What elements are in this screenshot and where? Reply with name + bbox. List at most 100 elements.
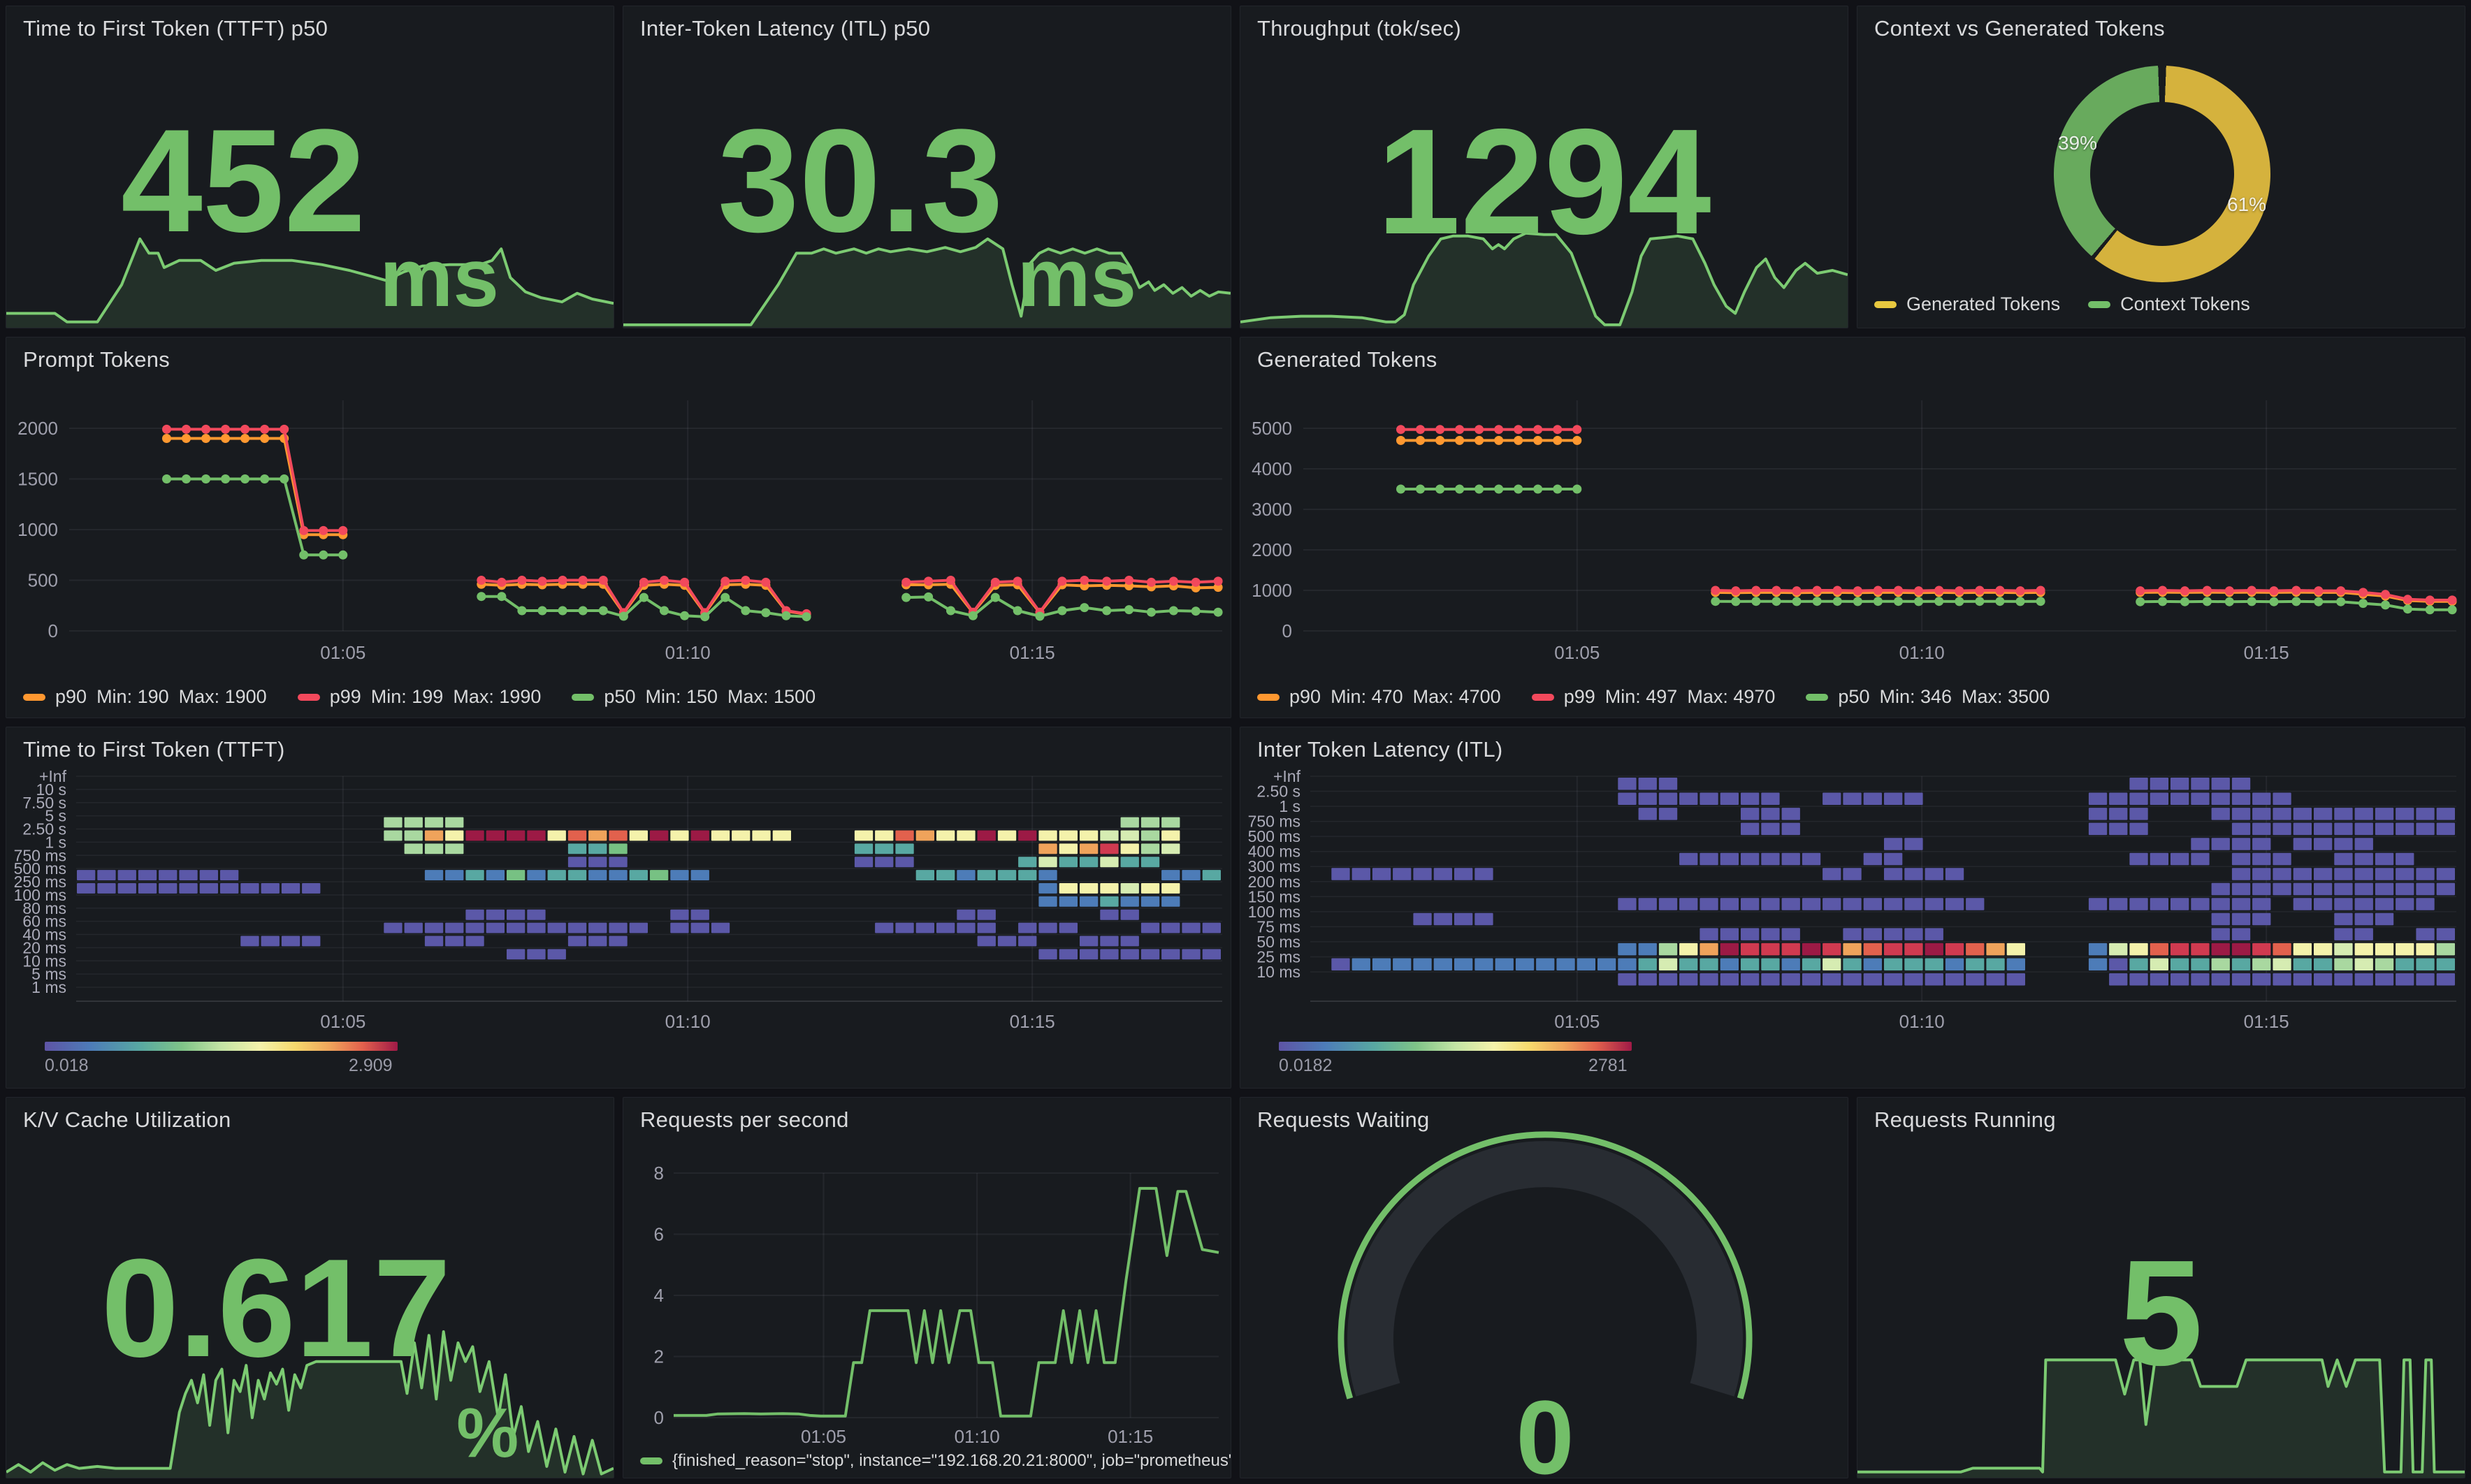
heatmap-cell: [1100, 936, 1119, 947]
heatmap-cell: [670, 870, 689, 880]
panel-title[interactable]: Time to First Token (TTFT): [23, 737, 285, 762]
heatmap-cell: [1925, 973, 1943, 986]
series-point-p99: [1711, 585, 1720, 595]
heatmap-cell: [1863, 852, 1882, 866]
y-axis-label: 4: [654, 1285, 664, 1306]
heatmap-cell: [2436, 808, 2455, 820]
heatmap-cell: [1658, 898, 1678, 910]
heatmap-cell: [527, 830, 546, 841]
heatmap-cell: [1658, 808, 1678, 820]
colorbar-min: 0.018: [45, 1056, 89, 1075]
panel-title[interactable]: Requests Running: [1874, 1107, 2056, 1132]
legend-series-name: p50: [1838, 686, 1870, 707]
legend-item-p50[interactable]: p50 Min: 346 Max: 3500: [1806, 686, 2050, 708]
panel-title[interactable]: Prompt Tokens: [23, 347, 171, 372]
panel-throughput: Throughput (tok/sec) 1294: [1240, 6, 1848, 328]
heatmap-cell: [1700, 928, 1718, 940]
legend-item-p50[interactable]: p50 Min: 150 Max: 1500: [572, 686, 816, 708]
legend-item-p99[interactable]: p99 Min: 497 Max: 4970: [1531, 686, 1775, 708]
heatmap-cell: [2314, 808, 2333, 820]
heatmap-cell: [2252, 868, 2271, 880]
series-point-p90: [201, 434, 211, 443]
legend-item-context-tokens[interactable]: Context Tokens: [2088, 293, 2250, 315]
heatmap-cell: [2334, 912, 2353, 926]
series-point-p99: [2036, 585, 2045, 595]
heatmap-cell: [1843, 973, 1862, 986]
heatmap-cell: [1823, 973, 1841, 986]
heatmap-cell: [2109, 958, 2128, 970]
heatmap-cell: [2293, 882, 2312, 896]
panel-title[interactable]: Throughput (tok/sec): [1257, 16, 1462, 41]
heatmap-cell: [1161, 883, 1180, 894]
series-point-p99: [1533, 425, 1543, 435]
panel-title[interactable]: Inter Token Latency (ITL): [1257, 737, 1503, 762]
heatmap-cell: [445, 922, 464, 933]
heatmap-cell: [2314, 882, 2333, 896]
heatmap-cell: [875, 857, 894, 868]
series-point-p99: [517, 576, 527, 585]
heatmap-cell: [1515, 958, 1535, 970]
heatmap-cell: [1182, 922, 1201, 933]
series-point-p99: [1894, 585, 1903, 595]
legend-item-series[interactable]: {finished_reason="stop", instance="192.1…: [640, 1451, 1231, 1471]
heatmap-cell: [1945, 943, 1964, 956]
gauge-arc-body: [1347, 1141, 1743, 1397]
series-point-p50: [517, 606, 527, 616]
series-point-p99: [2291, 585, 2301, 595]
legend-item-generated-tokens[interactable]: Generated Tokens: [1874, 293, 2060, 315]
heatmap-cell: [2191, 943, 2210, 956]
panel-title[interactable]: Inter-Token Latency (ITL) p50: [640, 16, 931, 41]
legend-item-p90[interactable]: p90 Min: 190 Max: 1900: [23, 686, 267, 708]
heatmap-cell: [1120, 857, 1139, 868]
heatmap-cell: [1904, 928, 1923, 940]
heatmap-cell: [609, 870, 628, 880]
stat-value-wrap: 0.617 %: [6, 1098, 614, 1478]
y-bucket-label: 1 s: [45, 833, 66, 851]
series-point-p50: [1102, 606, 1112, 616]
heatmap-cell: [2334, 808, 2353, 820]
heatmap-cell: [2436, 958, 2455, 970]
heatmap-cell: [2191, 778, 2210, 790]
series-point-p50: [660, 606, 669, 616]
series-point-p50: [1124, 605, 1134, 615]
panel-title[interactable]: K/V Cache Utilization: [23, 1107, 231, 1132]
heatmap-cell: [1413, 912, 1432, 926]
heatmap-cell: [650, 830, 669, 841]
series-point-p50: [2358, 599, 2368, 609]
panel-title[interactable]: Time to First Token (TTFT) p50: [23, 16, 328, 41]
series-point-p50: [338, 550, 348, 560]
heatmap-cell: [1638, 943, 1657, 956]
heatmap-cell: [1966, 898, 1985, 910]
heatmap-cell: [1904, 973, 1923, 986]
legend-item-p99[interactable]: p99 Min: 199 Max: 1990: [297, 686, 541, 708]
heatmap-cell: [1059, 843, 1078, 854]
heatmap-cell: [2088, 808, 2108, 820]
series-point-p99: [1553, 425, 1563, 435]
heatmap-cell: [1018, 830, 1037, 841]
heatmap-cell: [1080, 949, 1099, 960]
heatmap-cell: [1100, 883, 1119, 894]
heatmap-cell: [875, 830, 894, 841]
y-bucket-label: 750 ms: [1248, 813, 1300, 831]
heatmap-cell: [1059, 922, 1078, 933]
panel-title[interactable]: Context vs Generated Tokens: [1874, 16, 2165, 41]
legend-label: {finished_reason="stop", instance="192.1…: [672, 1451, 1231, 1470]
heatmap-cell: [2273, 868, 2291, 880]
stat-value: 452: [121, 99, 366, 263]
panel-title[interactable]: Requests per second: [640, 1107, 849, 1132]
heatmap-cell: [302, 883, 321, 894]
series-point-p99: [201, 424, 211, 434]
panel-title[interactable]: Requests Waiting: [1257, 1107, 1430, 1132]
series-point-p50: [2036, 597, 2045, 606]
series-point-p90: [1416, 435, 1425, 445]
panel-title[interactable]: Generated Tokens: [1257, 347, 1437, 372]
series-point-p50: [2403, 604, 2412, 614]
legend-item-p90[interactable]: p90 Min: 470 Max: 4700: [1257, 686, 1501, 708]
heatmap-cell: [1863, 943, 1882, 956]
heatmap-cell: [588, 857, 607, 868]
heatmap-cell: [1161, 843, 1180, 854]
heatmap-cell: [1577, 958, 1595, 970]
heatmap-cell: [670, 922, 689, 933]
heatmap-cell: [875, 843, 894, 854]
heatmap-cell: [486, 909, 505, 920]
